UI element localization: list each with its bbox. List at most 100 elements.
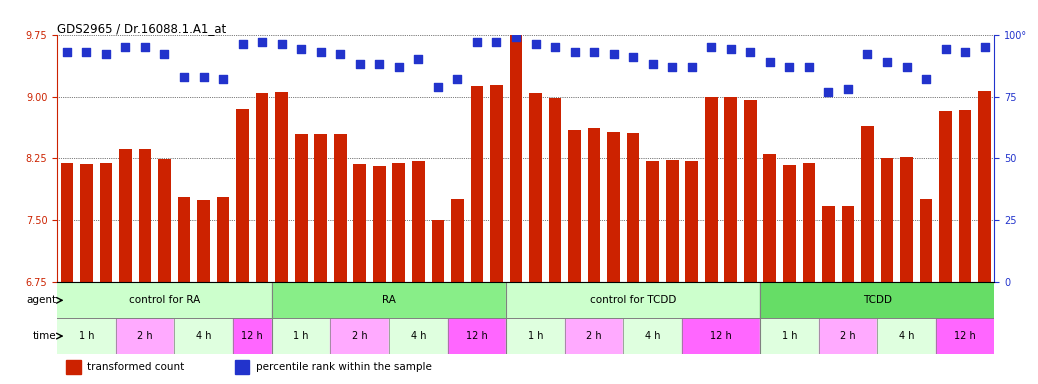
Bar: [665, 160, 679, 283]
Bar: [330, 318, 389, 354]
Bar: [510, 18, 522, 283]
Bar: [66, 361, 81, 374]
Bar: [255, 93, 269, 283]
Bar: [822, 207, 835, 283]
Point: [352, 61, 368, 67]
Text: GDS2965 / Dr.16088.1.A1_at: GDS2965 / Dr.16088.1.A1_at: [57, 22, 226, 35]
Bar: [373, 166, 386, 283]
Bar: [842, 205, 854, 283]
Bar: [119, 149, 132, 283]
Text: 2 h: 2 h: [137, 331, 153, 341]
Point: [468, 39, 485, 45]
Text: 4 h: 4 h: [411, 331, 426, 341]
Bar: [744, 100, 757, 283]
Bar: [588, 128, 600, 283]
Point: [78, 49, 94, 55]
Bar: [507, 283, 760, 318]
Bar: [174, 318, 233, 354]
Point: [898, 64, 914, 70]
Text: 12 h: 12 h: [242, 331, 264, 341]
Bar: [624, 318, 682, 354]
Bar: [60, 164, 74, 283]
Bar: [819, 318, 877, 354]
Bar: [272, 318, 330, 354]
Bar: [275, 93, 288, 283]
Point: [977, 44, 993, 50]
Point: [332, 51, 349, 58]
Point: [508, 34, 524, 40]
Point: [567, 49, 583, 55]
Point: [137, 44, 154, 50]
Text: percentile rank within the sample: percentile rank within the sample: [255, 362, 432, 372]
Bar: [139, 149, 152, 283]
Bar: [627, 133, 639, 283]
Bar: [877, 318, 936, 354]
Text: 4 h: 4 h: [899, 331, 914, 341]
Point: [527, 41, 544, 48]
Text: transformed count: transformed count: [87, 362, 185, 372]
Text: 2 h: 2 h: [840, 331, 855, 341]
Bar: [447, 318, 507, 354]
Text: 4 h: 4 h: [645, 331, 660, 341]
Bar: [392, 164, 405, 283]
Text: time: time: [33, 331, 57, 341]
Bar: [880, 158, 894, 283]
Point: [488, 39, 504, 45]
Point: [664, 64, 681, 70]
Bar: [682, 318, 760, 354]
Point: [235, 41, 251, 48]
Point: [430, 84, 446, 90]
Bar: [939, 111, 952, 283]
Bar: [237, 109, 249, 283]
Point: [859, 51, 876, 58]
Text: agent: agent: [27, 295, 57, 305]
Point: [98, 51, 114, 58]
Bar: [936, 318, 994, 354]
Point: [449, 76, 466, 82]
Bar: [197, 200, 210, 283]
Bar: [565, 318, 624, 354]
Point: [195, 74, 212, 80]
Bar: [978, 91, 991, 283]
Point: [585, 49, 602, 55]
Bar: [802, 164, 815, 283]
Bar: [607, 132, 620, 283]
Bar: [432, 220, 444, 283]
Text: TCDD: TCDD: [863, 295, 892, 305]
Text: control for RA: control for RA: [129, 295, 200, 305]
Text: 1 h: 1 h: [782, 331, 797, 341]
Bar: [100, 164, 112, 283]
Bar: [452, 199, 464, 283]
Point: [957, 49, 974, 55]
Bar: [900, 157, 912, 283]
Bar: [647, 161, 659, 283]
Point: [390, 64, 407, 70]
Point: [722, 46, 739, 53]
Point: [800, 64, 817, 70]
Bar: [57, 283, 272, 318]
Bar: [272, 283, 507, 318]
Point: [410, 56, 427, 63]
Point: [781, 64, 797, 70]
Bar: [236, 361, 249, 374]
Bar: [568, 129, 581, 283]
Bar: [920, 199, 932, 283]
Point: [117, 44, 134, 50]
Bar: [490, 85, 502, 283]
Bar: [760, 318, 819, 354]
Point: [645, 61, 661, 67]
Point: [820, 88, 837, 94]
Bar: [725, 96, 737, 283]
Point: [625, 54, 641, 60]
Text: 12 h: 12 h: [954, 331, 976, 341]
Bar: [389, 318, 447, 354]
Point: [762, 59, 778, 65]
Point: [547, 44, 564, 50]
Bar: [295, 134, 307, 283]
Point: [742, 49, 759, 55]
Bar: [507, 318, 565, 354]
Bar: [412, 161, 425, 283]
Point: [58, 49, 75, 55]
Text: RA: RA: [382, 295, 395, 305]
Bar: [233, 318, 272, 354]
